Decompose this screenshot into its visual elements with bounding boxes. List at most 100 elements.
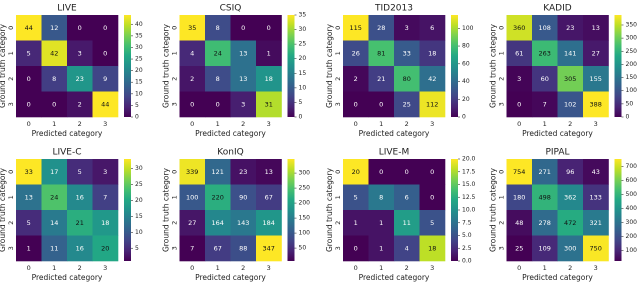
colorbar-tick-label: 300 [299,170,311,177]
cell-label: 8 [52,75,56,83]
heatmap-cell [41,15,68,41]
heatmap-cell [419,210,446,236]
cell-label: 7 [543,100,547,108]
heatmap-cell [230,184,257,211]
heatmap-cell [532,235,558,262]
colorbar-tick-label: 200 [626,61,638,68]
y-tick-label: 2 [171,221,179,225]
colorbar [287,15,295,117]
heatmap-cell [67,184,93,211]
colorbar-tick-label: 5.0 [462,232,472,239]
cell-label: 33 [403,49,411,57]
y-tick-label: 3 [498,246,506,250]
heatmap-cell [16,91,42,118]
heatmap-cell [343,66,369,92]
heatmap-cell [583,66,609,92]
cell-label: 498 [539,193,551,201]
heatmap-cell [41,66,68,92]
colorbar-tick-label: 10 [135,229,143,236]
cell-label: 23 [566,24,574,32]
cell-label: 0 [430,168,434,176]
heatmap-cell [343,235,369,262]
heatmap-cell [256,159,282,185]
y-axis-label: Ground truth category [0,167,7,252]
x-tick-label: 0 [190,264,194,272]
cell-label: 42 [50,49,58,57]
heatmap-cell [557,66,584,92]
x-tick-label: 2 [568,264,572,272]
cell-label: 13 [239,49,247,57]
cell-label: 0 [78,24,82,32]
heatmap-cell [41,91,68,118]
colorbar-tick-label: 10 [299,84,307,91]
colorbar-tick-label: 15.0 [462,181,476,188]
cell-label: 21 [76,219,84,227]
heatmap-cell [67,159,93,185]
panel-title: LIVE-C [52,148,81,158]
colorbar-tick-label: 15 [135,79,143,86]
cell-label: 102 [564,100,576,108]
heatmap-cell [532,91,558,118]
cell-label: 1 [379,219,383,227]
cell-label: 5 [354,193,358,201]
heatmap-cell [16,184,42,211]
heatmap-cell [92,15,119,41]
cell-label: 0 [103,24,107,32]
y-tick-label: 0 [7,170,15,174]
heatmap-cell [557,159,584,185]
x-tick-label: 2 [241,120,245,128]
y-tick-label: 3 [7,102,15,106]
heatmap-cell [179,184,206,211]
cell-label: 0 [430,193,434,201]
cell-label: 44 [101,100,109,108]
cell-label: 9 [103,75,107,83]
colorbar-tick-label: 400 [626,205,638,212]
colorbar-tick-label: 5 [135,102,139,109]
cell-label: 3 [78,49,82,57]
colorbar-tick-label: 35 [299,12,307,19]
heatmap-cell [16,15,42,41]
heatmap-cell [419,159,446,185]
cell-label: 133 [590,193,602,201]
heatmap-cell [67,66,93,92]
y-tick-label: 1 [171,195,179,199]
heatmap-cell [532,184,558,211]
x-tick-label: 1 [216,264,220,272]
heatmap-cell [368,184,395,211]
heatmap-cell [16,210,42,236]
heatmap-cell [394,184,420,211]
heatmap-cell [343,210,369,236]
heatmap-cell [67,40,93,67]
heatmap-cell [205,66,231,92]
colorbar-tick-label: 40 [135,21,143,28]
y-tick-label: 3 [334,102,342,106]
cell-label: 108 [539,24,551,32]
heatmap-cell [368,40,395,67]
cell-label: 0 [354,244,358,252]
heatmap-cell [230,159,257,185]
cell-label: 67 [214,244,222,252]
heatmap-cell [583,184,609,211]
colorbar-tick-label: 12.5 [462,194,476,201]
cell-label: 5 [27,219,31,227]
y-tick-label: 2 [171,77,179,81]
heatmap-cell [557,15,584,41]
colorbar-tick-label: 200 [626,233,638,240]
heatmap-cell [41,159,68,185]
heatmap-cell [583,159,609,185]
cell-label: 88 [239,244,247,252]
cell-label: 5 [78,168,82,176]
cell-label: 23 [239,168,247,176]
colorbar-tick-label: 250 [626,48,638,55]
cell-label: 0 [241,24,245,32]
x-tick-label: 0 [354,264,358,272]
cell-label: 0 [190,100,194,108]
cell-label: 0 [27,100,31,108]
heatmap-cell [506,184,533,211]
cell-label: 360 [513,24,525,32]
x-tick-label: 0 [190,120,194,128]
cell-label: 263 [539,49,551,57]
panel-title: TID2013 [374,4,413,14]
cell-label: 271 [539,168,551,176]
heatmap-cell [557,184,584,211]
